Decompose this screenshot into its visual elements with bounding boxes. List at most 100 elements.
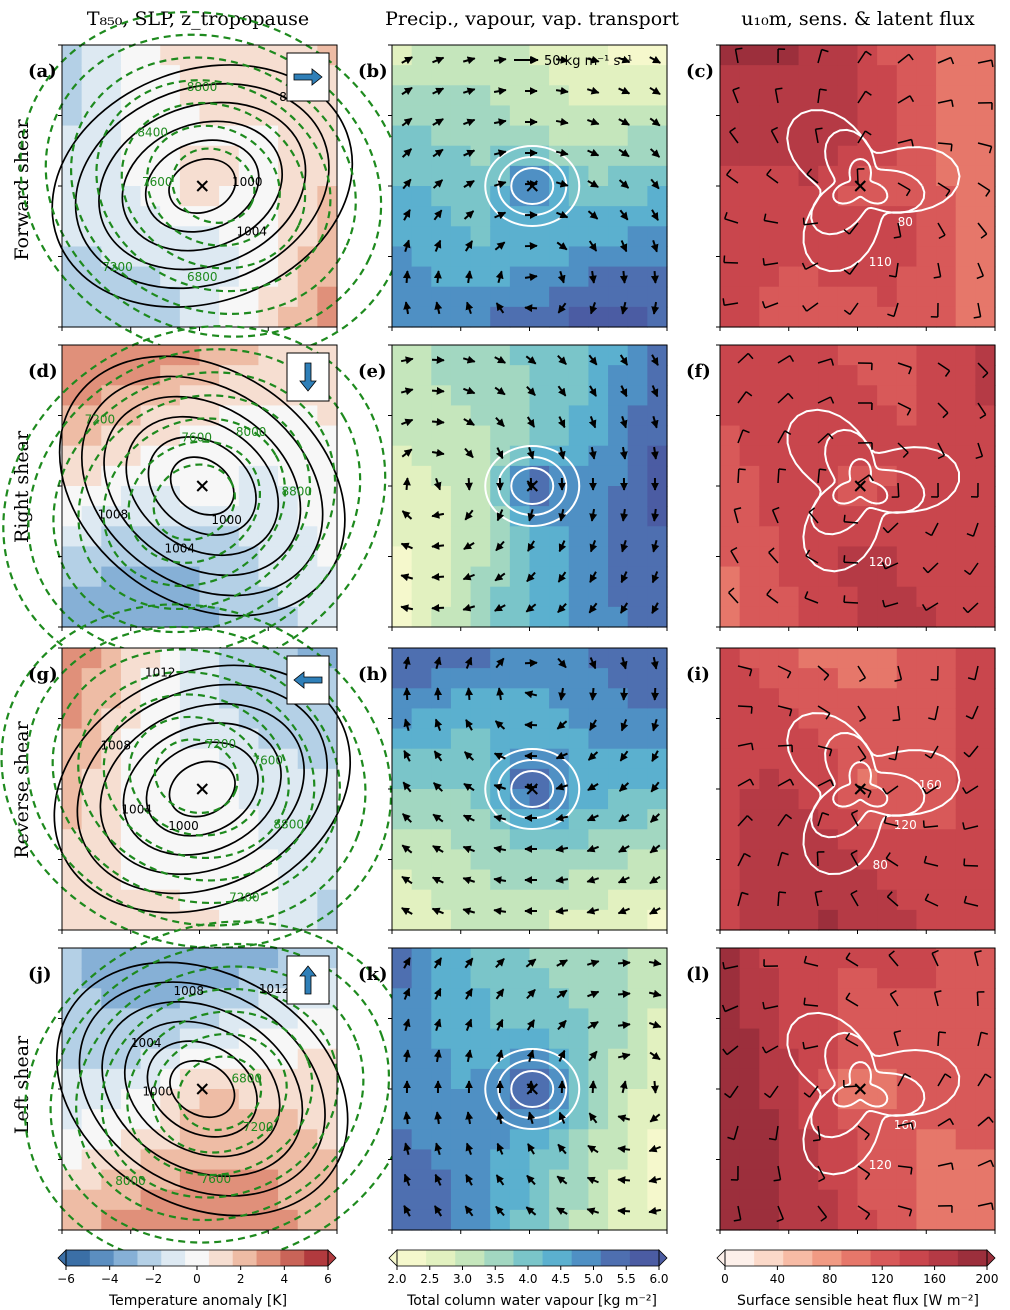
wind-barb: [967, 602, 979, 614]
heatmap-cell: [62, 1068, 83, 1090]
wind-barb-flag: [722, 961, 726, 970]
heatmap-cell: [411, 186, 432, 207]
wind-barb: [977, 1073, 986, 1087]
heatmap-cell: [818, 165, 839, 187]
heatmap-cell: [101, 688, 122, 710]
heatmap-cell: [219, 1089, 240, 1110]
transport-vector: [589, 302, 598, 315]
heatmap-cell: [431, 365, 452, 386]
heatmap-cell: [798, 728, 819, 750]
heatmap-cell: [896, 829, 918, 851]
heatmap-cell: [877, 909, 898, 931]
heatmap-cell: [857, 425, 878, 447]
heatmap-cell: [818, 206, 839, 227]
heatmap-cell: [588, 849, 609, 871]
heatmap-cell: [509, 1209, 531, 1231]
heatmap-cell: [411, 486, 432, 507]
heatmap-cell: [759, 829, 780, 851]
heatmap-cell: [955, 226, 976, 248]
heatmap-cell: [739, 385, 760, 407]
heatmap-cell: [739, 648, 760, 669]
wind-barb-flag: [905, 189, 911, 197]
heatmap-cell: [759, 506, 780, 527]
heatmap-cell: [411, 748, 432, 770]
heatmap-cell: [549, 125, 570, 147]
heatmap-cell: [975, 465, 996, 487]
heatmap-cell: [101, 849, 122, 871]
shear-arrow-icon: [293, 68, 323, 86]
heatmap-cell: [916, 1068, 937, 1090]
transport-vector: [558, 687, 567, 701]
transport-vector: [401, 907, 413, 916]
heatmap-cell: [837, 688, 859, 710]
heatmap-cell: [778, 226, 800, 248]
heatmap-cell: [101, 206, 122, 227]
heatmap-cell: [392, 526, 413, 548]
heatmap-cell: [568, 186, 590, 207]
heatmap-cell: [739, 606, 760, 628]
heatmap-cell: [739, 45, 760, 66]
heatmap-cell: [278, 506, 299, 527]
heatmap-cell: [857, 1149, 878, 1171]
heatmap-cell: [62, 306, 83, 328]
colorbar-tick-label: 2.0: [387, 1272, 406, 1286]
heatmap-cell: [955, 526, 976, 548]
wind-barb: [897, 705, 901, 720]
heatmap-cell: [588, 688, 609, 710]
heatmap-cell: [529, 385, 550, 407]
tropopause-contour: [102, 417, 287, 587]
transport-vector: [588, 602, 598, 614]
heatmap-cell: [568, 286, 590, 308]
colorbar-segment: [571, 1250, 602, 1266]
heatmap-cell: [120, 809, 142, 830]
heatmap-cell: [529, 708, 550, 730]
heatmap-cell: [916, 246, 937, 268]
heatmap-cell: [818, 728, 839, 750]
heatmap-cell: [647, 789, 668, 810]
transport-vector: [463, 179, 475, 189]
heatmap-cell: [778, 728, 800, 750]
heatmap-cell: [238, 405, 260, 427]
heatmap-cell: [975, 105, 996, 127]
wind-barb: [972, 522, 979, 537]
wind-barb-flag: [859, 756, 867, 762]
wind-barb: [764, 302, 779, 309]
heatmap-cell: [297, 1189, 318, 1211]
heatmap-cell: [509, 546, 531, 568]
wind-barb-flag: [813, 1139, 821, 1142]
heatmap-cell: [101, 246, 122, 268]
heatmap-cell: [568, 648, 590, 669]
heatmap-cell: [647, 125, 668, 147]
wind-barb-flag: [802, 217, 805, 225]
heatmap-cell: [411, 586, 432, 608]
heatmap-cell: [120, 648, 142, 669]
wind-barb: [765, 1045, 779, 1054]
transport-vector: [493, 752, 506, 761]
heatmap-cell: [739, 425, 760, 447]
heatmap-cell: [896, 789, 918, 810]
wind-barb-flag: [723, 211, 728, 220]
heatmap-cell: [392, 425, 413, 447]
heatmap-cell: [568, 246, 590, 268]
heatmap-cell: [896, 968, 918, 989]
heatmap-cell: [81, 1089, 102, 1110]
heatmap-cell: [778, 266, 800, 288]
heatmap-cell: [955, 1129, 976, 1151]
contour-label: 8800: [187, 80, 218, 94]
heatmap-cell: [509, 385, 531, 407]
flux-contour: [832, 1061, 889, 1108]
heatmap-cell: [759, 728, 780, 750]
heatmap-cell: [450, 968, 472, 989]
heatmap-cell: [627, 728, 648, 750]
heatmap-cell: [608, 809, 629, 830]
transport-vector: [463, 541, 475, 550]
heatmap-cell: [955, 988, 976, 1010]
heatmap-cell: [62, 546, 83, 568]
transport-vector: [463, 210, 475, 220]
wind-barb-flag: [763, 213, 767, 221]
heatmap-cell: [896, 909, 918, 931]
heatmap-cell: [837, 405, 859, 427]
transport-vector: [588, 354, 598, 366]
heatmap-cell: [936, 246, 957, 268]
transport-vector: [589, 540, 598, 553]
